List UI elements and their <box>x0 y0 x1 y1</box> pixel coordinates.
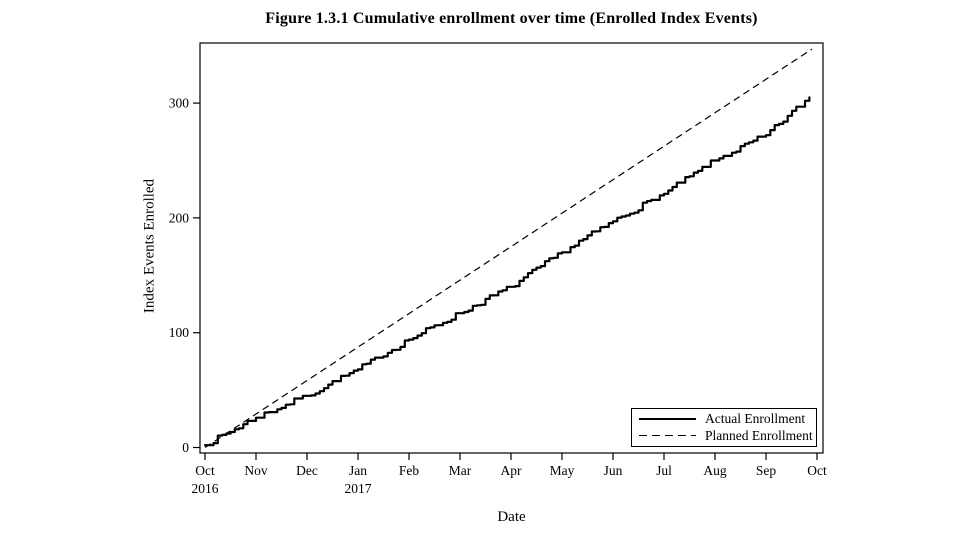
chart-title: Figure 1.3.1 Cumulative enrollment over … <box>265 10 758 27</box>
x-year-label: 2017 <box>345 481 372 496</box>
y-tick-label: 300 <box>169 96 190 111</box>
x-axis-title: Date <box>497 509 526 525</box>
legend-label-actual: Actual Enrollment <box>705 410 806 426</box>
x-tick-label: May <box>550 463 575 478</box>
x-tick-label: Jul <box>656 463 672 478</box>
x-tick-label: Nov <box>244 463 267 478</box>
actual-enrollment-line <box>203 96 811 447</box>
x-tick-label: Apr <box>501 463 522 478</box>
x-tick-label: Mar <box>449 463 472 478</box>
y-tick-label: 0 <box>182 440 189 455</box>
y-tick-label: 200 <box>169 210 190 225</box>
planned-line-sample-icon <box>639 435 696 438</box>
actual-line-sample-icon <box>639 417 696 420</box>
x-tick-label: Feb <box>399 463 420 478</box>
legend-row-actual: Actual Enrollment <box>639 410 810 427</box>
x-year-label: 2016 <box>192 481 219 496</box>
x-tick-label: Aug <box>703 463 726 478</box>
x-tick-label: Jan <box>349 463 367 478</box>
x-tick-label: Oct <box>195 463 215 478</box>
x-tick-label: Dec <box>296 463 318 478</box>
legend-row-planned: Planned Enrollment <box>639 428 813 445</box>
plot-frame <box>199 42 824 454</box>
chart-legend: Actual Enrollment Planned Enrollment <box>631 408 817 447</box>
y-tick-label: 100 <box>169 325 190 340</box>
x-tick-label: Oct <box>807 463 827 478</box>
planned-enrollment-line <box>204 48 813 449</box>
legend-label-planned: Planned Enrollment <box>705 428 813 444</box>
x-tick-label: Jun <box>604 463 623 478</box>
x-tick-label: Sep <box>756 463 777 478</box>
